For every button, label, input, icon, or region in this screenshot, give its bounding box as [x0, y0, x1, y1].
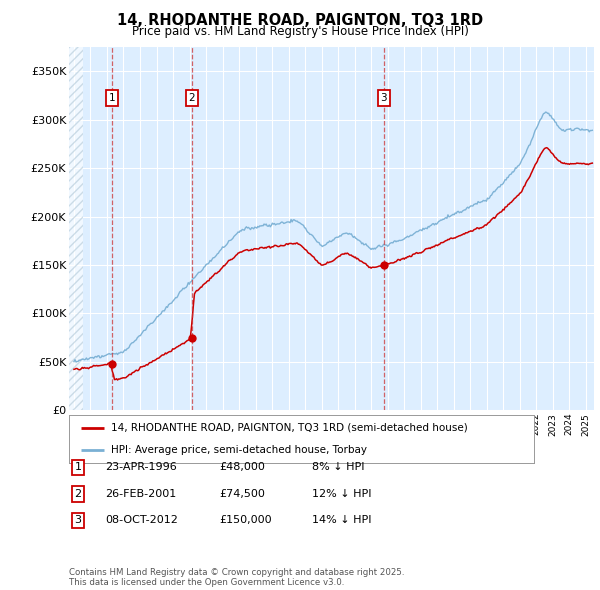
Text: Contains HM Land Registry data © Crown copyright and database right 2025.
This d: Contains HM Land Registry data © Crown c… [69, 568, 404, 587]
Text: £74,500: £74,500 [219, 489, 265, 499]
Text: 3: 3 [74, 516, 82, 525]
Text: 23-APR-1996: 23-APR-1996 [105, 463, 177, 472]
Text: 8% ↓ HPI: 8% ↓ HPI [312, 463, 365, 472]
Text: £150,000: £150,000 [219, 516, 272, 525]
Text: 08-OCT-2012: 08-OCT-2012 [105, 516, 178, 525]
Text: 1: 1 [109, 93, 115, 103]
Text: 1: 1 [74, 463, 82, 472]
Text: £48,000: £48,000 [219, 463, 265, 472]
Text: 14, RHODANTHE ROAD, PAIGNTON, TQ3 1RD (semi-detached house): 14, RHODANTHE ROAD, PAIGNTON, TQ3 1RD (s… [111, 423, 467, 433]
Text: HPI: Average price, semi-detached house, Torbay: HPI: Average price, semi-detached house,… [111, 445, 367, 455]
Text: 14% ↓ HPI: 14% ↓ HPI [312, 516, 371, 525]
Text: 14, RHODANTHE ROAD, PAIGNTON, TQ3 1RD: 14, RHODANTHE ROAD, PAIGNTON, TQ3 1RD [117, 13, 483, 28]
Text: 12% ↓ HPI: 12% ↓ HPI [312, 489, 371, 499]
Text: Price paid vs. HM Land Registry's House Price Index (HPI): Price paid vs. HM Land Registry's House … [131, 25, 469, 38]
Text: 3: 3 [380, 93, 387, 103]
Bar [69, 47, 83, 410]
Text: 26-FEB-2001: 26-FEB-2001 [105, 489, 176, 499]
Text: 2: 2 [188, 93, 196, 103]
Text: 2: 2 [74, 489, 82, 499]
